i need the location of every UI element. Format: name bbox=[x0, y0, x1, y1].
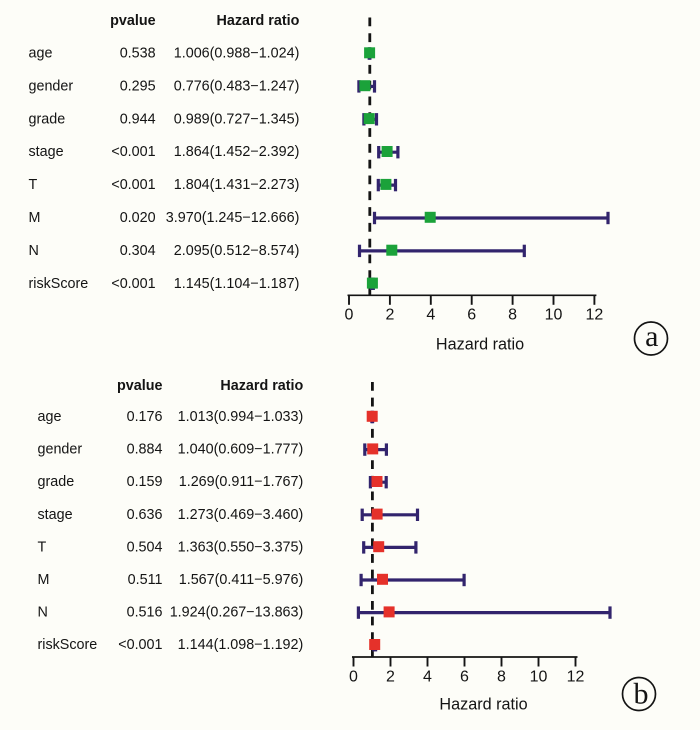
svg-text:2: 2 bbox=[386, 669, 395, 686]
svg-text:riskScore: riskScore bbox=[29, 276, 89, 292]
svg-text:riskScore: riskScore bbox=[38, 637, 98, 653]
svg-text:1.013(0.994−1.033): 1.013(0.994−1.033) bbox=[178, 409, 304, 425]
svg-text:1.363(0.550−3.375): 1.363(0.550−3.375) bbox=[178, 539, 304, 555]
svg-text:0.989(0.727−1.345): 0.989(0.727−1.345) bbox=[174, 111, 300, 127]
svg-text:pvalue: pvalue bbox=[117, 378, 162, 394]
svg-text:0.159: 0.159 bbox=[127, 474, 163, 490]
svg-text:4: 4 bbox=[426, 307, 435, 324]
svg-text:8: 8 bbox=[497, 669, 506, 686]
svg-text:1.269(0.911−1.767): 1.269(0.911−1.767) bbox=[179, 474, 304, 490]
svg-text:1.924(0.267−13.863): 1.924(0.267−13.863) bbox=[170, 605, 304, 621]
svg-text:1.040(0.609−1.777): 1.040(0.609−1.777) bbox=[178, 442, 304, 458]
svg-text:0.516: 0.516 bbox=[127, 605, 163, 621]
svg-text:grade: grade bbox=[29, 111, 66, 127]
svg-text:0.304: 0.304 bbox=[120, 243, 156, 259]
svg-text:Hazard ratio: Hazard ratio bbox=[216, 13, 299, 29]
svg-text:b: b bbox=[634, 677, 649, 710]
svg-text:12: 12 bbox=[567, 669, 585, 686]
svg-text:6: 6 bbox=[467, 307, 476, 324]
svg-text:2: 2 bbox=[385, 307, 394, 324]
svg-text:0.884: 0.884 bbox=[127, 442, 163, 458]
svg-text:0.776(0.483−1.247): 0.776(0.483−1.247) bbox=[174, 78, 300, 94]
svg-text:6: 6 bbox=[460, 669, 469, 686]
svg-text:Hazard ratio: Hazard ratio bbox=[220, 378, 303, 394]
svg-text:0.636: 0.636 bbox=[127, 507, 163, 523]
svg-text:0: 0 bbox=[345, 307, 354, 324]
svg-text:stage: stage bbox=[38, 507, 73, 523]
svg-text:stage: stage bbox=[29, 144, 64, 160]
svg-text:<0.001: <0.001 bbox=[111, 177, 155, 193]
svg-text:10: 10 bbox=[530, 669, 548, 686]
svg-text:10: 10 bbox=[545, 307, 563, 324]
svg-text:0.176: 0.176 bbox=[127, 409, 163, 425]
svg-text:T: T bbox=[29, 177, 38, 193]
svg-text:0.504: 0.504 bbox=[127, 539, 163, 555]
svg-text:3.970(1.245−12.666): 3.970(1.245−12.666) bbox=[166, 210, 300, 226]
svg-text:1.567(0.411−5.976): 1.567(0.411−5.976) bbox=[179, 572, 304, 588]
svg-text:pvalue: pvalue bbox=[110, 13, 155, 29]
svg-text:1.144(1.098−1.192): 1.144(1.098−1.192) bbox=[178, 637, 304, 653]
svg-text:12: 12 bbox=[586, 307, 604, 324]
svg-text:T: T bbox=[38, 539, 47, 555]
svg-text:grade: grade bbox=[38, 474, 75, 490]
svg-text:<0.001: <0.001 bbox=[111, 144, 155, 160]
svg-text:<0.001: <0.001 bbox=[118, 637, 162, 653]
svg-text:1.145(1.104−1.187): 1.145(1.104−1.187) bbox=[174, 276, 300, 292]
svg-text:Hazard ratio: Hazard ratio bbox=[439, 696, 527, 714]
svg-text:1.006(0.988−1.024): 1.006(0.988−1.024) bbox=[174, 46, 300, 62]
svg-text:0.020: 0.020 bbox=[120, 210, 156, 226]
svg-text:age: age bbox=[29, 46, 53, 62]
svg-text:8: 8 bbox=[508, 307, 517, 324]
svg-text:1.804(1.431−2.273): 1.804(1.431−2.273) bbox=[174, 177, 300, 193]
svg-text:0.538: 0.538 bbox=[120, 46, 156, 62]
svg-text:<0.001: <0.001 bbox=[111, 276, 155, 292]
svg-text:gender: gender bbox=[38, 442, 83, 458]
svg-text:0.511: 0.511 bbox=[128, 572, 163, 588]
svg-text:0.944: 0.944 bbox=[120, 111, 156, 127]
svg-text:2.095(0.512−8.574): 2.095(0.512−8.574) bbox=[174, 243, 300, 259]
svg-text:1.273(0.469−3.460): 1.273(0.469−3.460) bbox=[178, 507, 304, 523]
svg-text:N: N bbox=[29, 243, 39, 259]
svg-text:0: 0 bbox=[349, 669, 358, 686]
svg-text:gender: gender bbox=[29, 78, 74, 94]
svg-text:age: age bbox=[38, 409, 62, 425]
svg-text:a: a bbox=[645, 320, 658, 353]
svg-text:1.864(1.452−2.392): 1.864(1.452−2.392) bbox=[174, 144, 300, 160]
svg-text:Hazard ratio: Hazard ratio bbox=[436, 336, 524, 354]
svg-text:0.295: 0.295 bbox=[120, 78, 156, 94]
svg-text:M: M bbox=[29, 210, 41, 226]
svg-text:4: 4 bbox=[423, 669, 432, 686]
svg-text:N: N bbox=[38, 605, 48, 621]
svg-text:M: M bbox=[38, 572, 50, 588]
